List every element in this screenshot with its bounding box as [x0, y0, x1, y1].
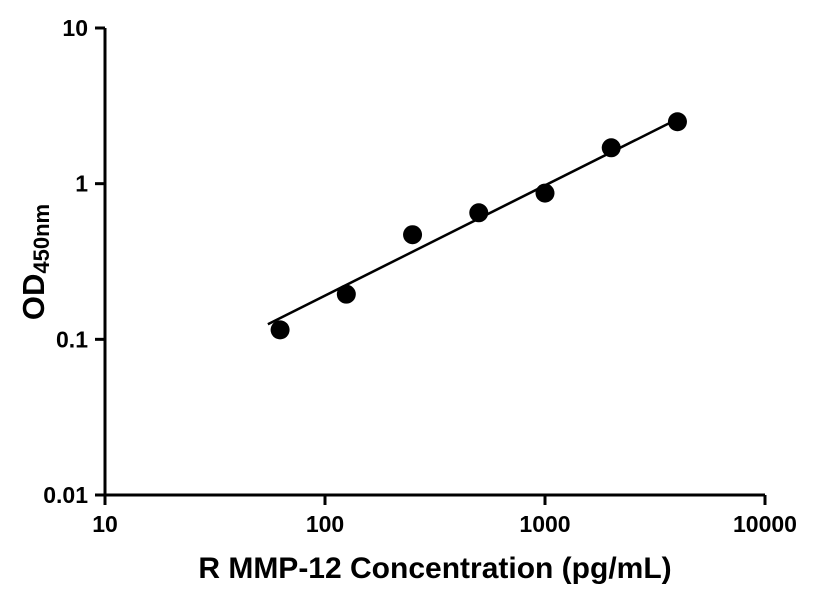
- data-point: [336, 284, 356, 304]
- y-tick-label: 0.1: [56, 326, 88, 352]
- x-tick-label: 10000: [733, 511, 797, 537]
- data-point: [270, 320, 290, 340]
- y-axis-title-subscript: 450nm: [29, 203, 54, 274]
- data-point: [535, 183, 555, 203]
- y-axis-title: OD450nm: [13, 142, 55, 382]
- data-point: [667, 112, 687, 132]
- x-axis-title: R MMP-12 Concentration (pg/mL): [198, 552, 672, 585]
- data-point: [403, 225, 423, 245]
- y-tick-label: 1: [75, 171, 88, 197]
- y-axis-title-base: OD: [16, 273, 51, 321]
- x-tick-label: 100: [306, 511, 344, 537]
- x-tick-label: 1000: [519, 511, 570, 537]
- data-point: [601, 138, 621, 158]
- x-tick-label: 10: [92, 511, 118, 537]
- data-point: [469, 203, 489, 223]
- y-tick-label: 0.01: [43, 482, 88, 508]
- y-tick-label: 10: [62, 15, 88, 41]
